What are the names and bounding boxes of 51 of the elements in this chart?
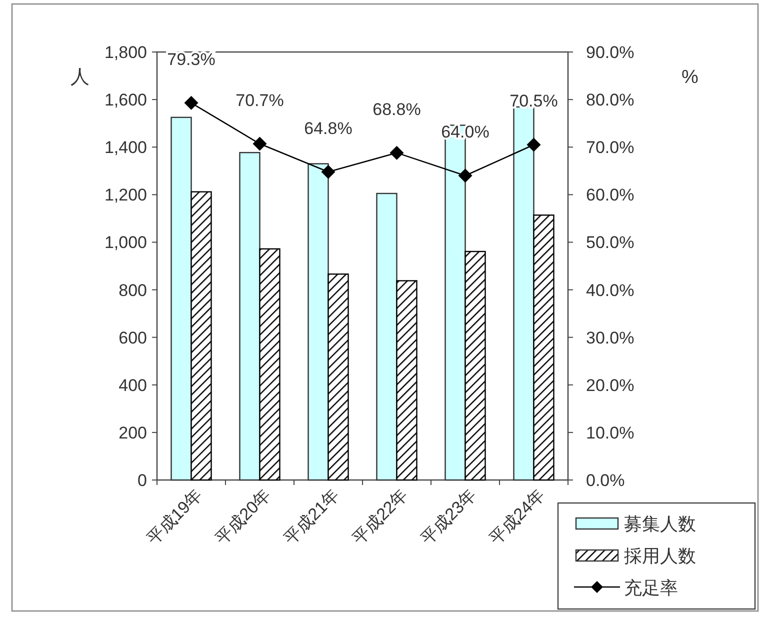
y-axis-title: 人 <box>70 67 90 88</box>
y2-tick-label: 30.0% <box>586 328 634 348</box>
bar <box>533 214 554 481</box>
point <box>321 164 336 179</box>
y-tick-label: 200 <box>118 423 147 442</box>
legend-label: 募集人数 <box>624 514 696 534</box>
x-tick-label: 平成20年 <box>212 485 275 548</box>
bar <box>308 163 329 481</box>
y-tick-label: 1,400 <box>104 138 147 158</box>
data-label: 64.8% <box>304 118 352 138</box>
y2-tick-label: 60.0% <box>586 186 634 205</box>
y2-tick-label: 20.0% <box>586 376 634 395</box>
bar <box>513 106 534 481</box>
y-tick-label: 600 <box>118 328 147 348</box>
y2-tick-label: 10.0% <box>586 423 634 442</box>
point <box>252 136 267 151</box>
y2-tick-label: 90.0% <box>586 43 634 62</box>
x-tick-label: 平成22年 <box>348 485 412 548</box>
bar <box>396 280 418 481</box>
data-label: 70.5% <box>510 92 558 111</box>
y-tick-label: 1,200 <box>104 186 147 205</box>
y-tick-label: 1,600 <box>104 90 147 110</box>
legend-label: 採用人数 <box>624 546 696 566</box>
y2-tick-label: 50.0% <box>586 233 634 252</box>
bar <box>376 192 398 481</box>
bar <box>190 191 212 481</box>
y2-axis-title: % <box>682 67 699 88</box>
data-label: 70.7% <box>236 90 284 110</box>
y-tick-label: 1,800 <box>104 43 147 62</box>
point <box>526 138 541 152</box>
x-tick-label: 平成23年 <box>417 485 480 548</box>
y2-tick-label: 80.0% <box>586 90 634 110</box>
point <box>390 146 404 160</box>
x-tick-label: 平成24年 <box>486 485 549 548</box>
y2-tick-label: 70.0% <box>586 138 634 158</box>
y-tick-label: 800 <box>118 280 147 300</box>
point <box>184 96 198 110</box>
data-label: 79.3% <box>167 50 216 69</box>
bar <box>328 273 349 481</box>
y-tick-label: 400 <box>118 376 147 395</box>
y2-tick-label: 40.0% <box>586 280 634 300</box>
point <box>458 168 472 183</box>
data-label: 68.8% <box>372 100 421 119</box>
bar <box>464 250 486 481</box>
y2-tick-label: 0.0% <box>586 471 625 490</box>
x-tick-label: 平成21年 <box>280 485 344 548</box>
bar <box>259 248 280 481</box>
y-tick-label: 1,000 <box>104 233 147 252</box>
legend-label: 充足率 <box>624 578 678 598</box>
bar <box>170 116 192 481</box>
bar <box>239 152 260 481</box>
